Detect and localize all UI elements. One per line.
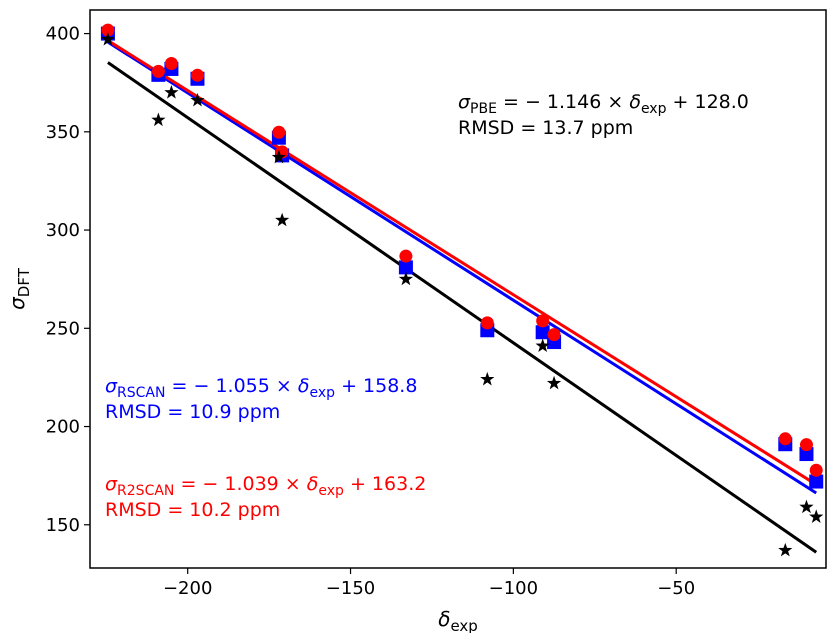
axis-ticks: −200 −150 −100 −50 150 200 250 300 350 400 [46,24,696,599]
data-point-star-2 [164,85,179,99]
y-tick-label: 250 [46,318,80,339]
data-point-star-10 [778,542,793,557]
y-axis-title: σDFT [5,267,33,310]
data-point-star-9 [546,375,562,390]
fit-equation-2: σR2SCAN = − 1.039 × δexp + 163.2 [105,473,426,499]
y-tick-label: 150 [46,515,80,536]
data-point-circle-6 [399,249,413,263]
data-point-star-4 [271,149,287,164]
data-point-star-6 [398,271,414,286]
y-tick-label: 350 [46,122,80,143]
x-tick-label: −150 [326,578,375,599]
data-point-star-11 [799,499,814,514]
data-point-circle-8 [536,314,550,328]
x-tick-label: −50 [657,578,695,599]
data-point-circle-12 [809,463,823,477]
fit-line-0 [107,61,818,554]
fit-equation-0: σPBE = − 1.146 × δexp + 128.0 [458,91,749,117]
data-point-circle-11 [799,438,813,452]
x-tick-label: −100 [489,578,538,599]
data-point-circle-4 [272,125,286,139]
data-point-star-1 [151,112,166,127]
data-point-circle-1 [151,64,165,78]
rmsd-label-0: RMSD = 13.7 ppm [458,117,633,139]
data-point-circle-9 [547,328,561,342]
data-point-star-5 [275,212,290,227]
data-point-circle-7 [480,316,494,330]
data-point-circle-10 [778,432,792,446]
data-point-star-3 [190,92,205,107]
data-markers [100,23,824,557]
x-tick-label: −200 [163,578,212,599]
plot-area-frame [89,9,827,569]
fit-line-2 [107,39,818,486]
data-point-square-11 [799,447,814,462]
axis-titles: δexp σDFT [5,267,478,633]
y-tick-label: 200 [46,417,80,438]
data-point-star-8 [535,338,550,353]
y-tick-label: 400 [46,24,80,45]
data-point-star-12 [809,509,824,523]
data-point-circle-3 [190,68,204,82]
data-point-star-7 [480,371,495,386]
data-point-circle-2 [164,57,178,71]
fit-lines [107,39,818,554]
data-point-circle-0 [101,23,115,37]
fit-equation-1: σRSCAN = − 1.055 × δexp + 158.8 [105,375,417,401]
data-point-square-12 [809,474,824,489]
fit-line-1 [107,40,818,495]
data-point-star-0 [100,31,116,46]
data-point-square-8 [535,325,550,340]
rmsd-label-1: RMSD = 10.9 ppm [105,401,280,423]
y-tick-label: 300 [46,220,80,241]
rmsd-label-2: RMSD = 10.2 ppm [105,499,280,521]
x-axis-title: δexp [438,607,478,633]
data-point-square-6 [398,260,413,275]
